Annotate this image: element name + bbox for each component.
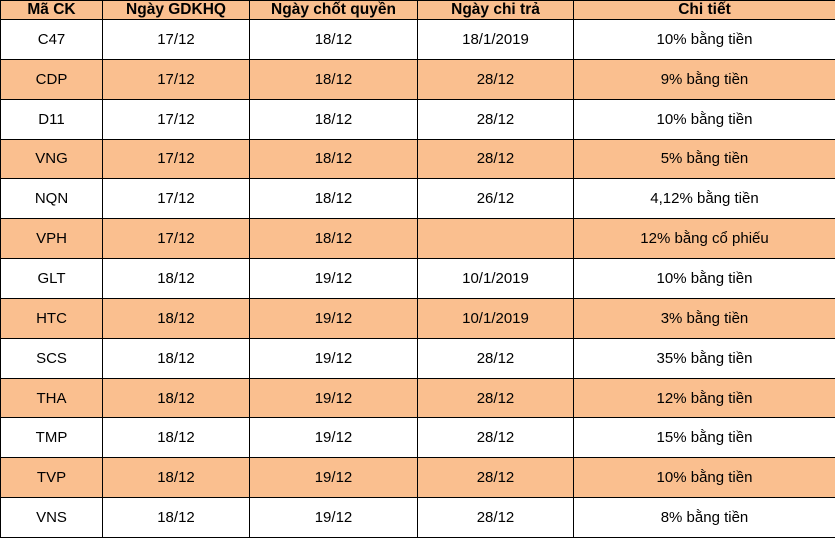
cell-ex-dividend-date: 17/12 (102, 19, 250, 60)
cell-stock-code: VNG (0, 138, 103, 180)
cell-payment-date: 10/1/2019 (417, 297, 574, 339)
cell-payment-date: 28/12 (417, 417, 574, 459)
cell-detail: 5% bằng tiền (573, 138, 835, 180)
table-row: CDP 17/12 18/12 28/12 9% bằng tiền (0, 58, 835, 100)
cell-ex-dividend-date: 18/12 (102, 337, 250, 379)
cell-stock-code: THA (0, 377, 103, 419)
cell-detail: 35% bằng tiền (573, 337, 835, 379)
table-row: HTC 18/12 19/12 10/1/2019 3% bằng tiền (0, 297, 835, 339)
cell-record-date: 19/12 (249, 377, 418, 419)
cell-payment-date: 28/12 (417, 457, 574, 499)
cell-stock-code: TVP (0, 457, 103, 499)
header-stock-code: Mã CK (0, 0, 103, 20)
cell-stock-code: CDP (0, 58, 103, 100)
header-payment-date: Ngày chi trả (417, 0, 574, 20)
cell-payment-date: 18/1/2019 (417, 19, 574, 60)
cell-payment-date: 28/12 (417, 497, 574, 538)
table-row: VPH 17/12 18/12 12% bằng cổ phiếu (0, 218, 835, 260)
table-row: D11 17/12 18/12 28/12 10% bằng tiền (0, 98, 835, 140)
cell-stock-code: VPH (0, 218, 103, 260)
cell-record-date: 19/12 (249, 457, 418, 499)
cell-stock-code: D11 (0, 98, 103, 140)
cell-ex-dividend-date: 18/12 (102, 377, 250, 419)
cell-record-date: 18/12 (249, 218, 418, 260)
header-detail: Chi tiết (573, 0, 835, 20)
cell-detail: 10% bằng tiền (573, 98, 835, 140)
cell-record-date: 18/12 (249, 178, 418, 220)
cell-stock-code: C47 (0, 19, 103, 60)
cell-record-date: 19/12 (249, 258, 418, 299)
cell-record-date: 18/12 (249, 58, 418, 100)
cell-detail: 8% bằng tiền (573, 497, 835, 538)
cell-record-date: 19/12 (249, 497, 418, 538)
cell-ex-dividend-date: 18/12 (102, 258, 250, 299)
cell-detail: 10% bằng tiền (573, 258, 835, 299)
cell-ex-dividend-date: 18/12 (102, 497, 250, 538)
cell-ex-dividend-date: 17/12 (102, 98, 250, 140)
cell-payment-date: 28/12 (417, 98, 574, 140)
table-row: THA 18/12 19/12 28/12 12% bằng tiền (0, 377, 835, 419)
cell-ex-dividend-date: 18/12 (102, 457, 250, 499)
cell-stock-code: TMP (0, 417, 103, 459)
cell-detail: 15% bằng tiền (573, 417, 835, 459)
cell-detail: 12% bằng tiền (573, 377, 835, 419)
cell-payment-date: 26/12 (417, 178, 574, 220)
cell-detail: 4,12% bằng tiền (573, 178, 835, 220)
cell-record-date: 19/12 (249, 337, 418, 379)
cell-ex-dividend-date: 18/12 (102, 417, 250, 459)
cell-record-date: 19/12 (249, 417, 418, 459)
cell-detail: 9% bằng tiền (573, 58, 835, 100)
table-row: NQN 17/12 18/12 26/12 4,12% bằng tiền (0, 178, 835, 220)
table-row: VNS 18/12 19/12 28/12 8% bằng tiền (0, 497, 835, 538)
cell-record-date: 19/12 (249, 297, 418, 339)
cell-payment-date: 28/12 (417, 337, 574, 379)
table-header-row: Mã CK Ngày GDKHQ Ngày chốt quyền Ngày ch… (0, 0, 835, 20)
cell-detail: 10% bằng tiền (573, 19, 835, 60)
table-body: C47 17/12 18/12 18/1/2019 10% bằng tiền CDP 17… (0, 19, 835, 538)
cell-payment-date (417, 218, 574, 260)
cell-ex-dividend-date: 17/12 (102, 218, 250, 260)
table-row: VNG 17/12 18/12 28/12 5% bằng tiền (0, 138, 835, 180)
cell-detail: 3% bằng tiền (573, 297, 835, 339)
cell-ex-dividend-date: 17/12 (102, 58, 250, 100)
table-row: C47 17/12 18/12 18/1/2019 10% bằng tiền (0, 19, 835, 60)
cell-stock-code: HTC (0, 297, 103, 339)
cell-ex-dividend-date: 17/12 (102, 178, 250, 220)
cell-detail: 12% bằng cổ phiếu (573, 218, 835, 260)
cell-payment-date: 28/12 (417, 58, 574, 100)
cell-payment-date: 28/12 (417, 138, 574, 180)
table-row: GLT 18/12 19/12 10/1/2019 10% bằng tiền (0, 258, 835, 299)
header-ex-dividend-date: Ngày GDKHQ (102, 0, 250, 20)
header-record-date: Ngày chốt quyền (249, 0, 418, 20)
cell-record-date: 18/12 (249, 19, 418, 60)
cell-stock-code: NQN (0, 178, 103, 220)
cell-detail: 10% bằng tiền (573, 457, 835, 499)
table-row: SCS 18/12 19/12 28/12 35% bằng tiền (0, 337, 835, 379)
cell-stock-code: VNS (0, 497, 103, 538)
table-row: TVP 18/12 19/12 28/12 10% bằng tiền (0, 457, 835, 499)
cell-record-date: 18/12 (249, 98, 418, 140)
cell-stock-code: GLT (0, 258, 103, 299)
cell-payment-date: 28/12 (417, 377, 574, 419)
cell-record-date: 18/12 (249, 138, 418, 180)
cell-ex-dividend-date: 17/12 (102, 138, 250, 180)
cell-payment-date: 10/1/2019 (417, 258, 574, 299)
table-row: TMP 18/12 19/12 28/12 15% bằng tiền (0, 417, 835, 459)
cell-stock-code: SCS (0, 337, 103, 379)
cell-ex-dividend-date: 18/12 (102, 297, 250, 339)
